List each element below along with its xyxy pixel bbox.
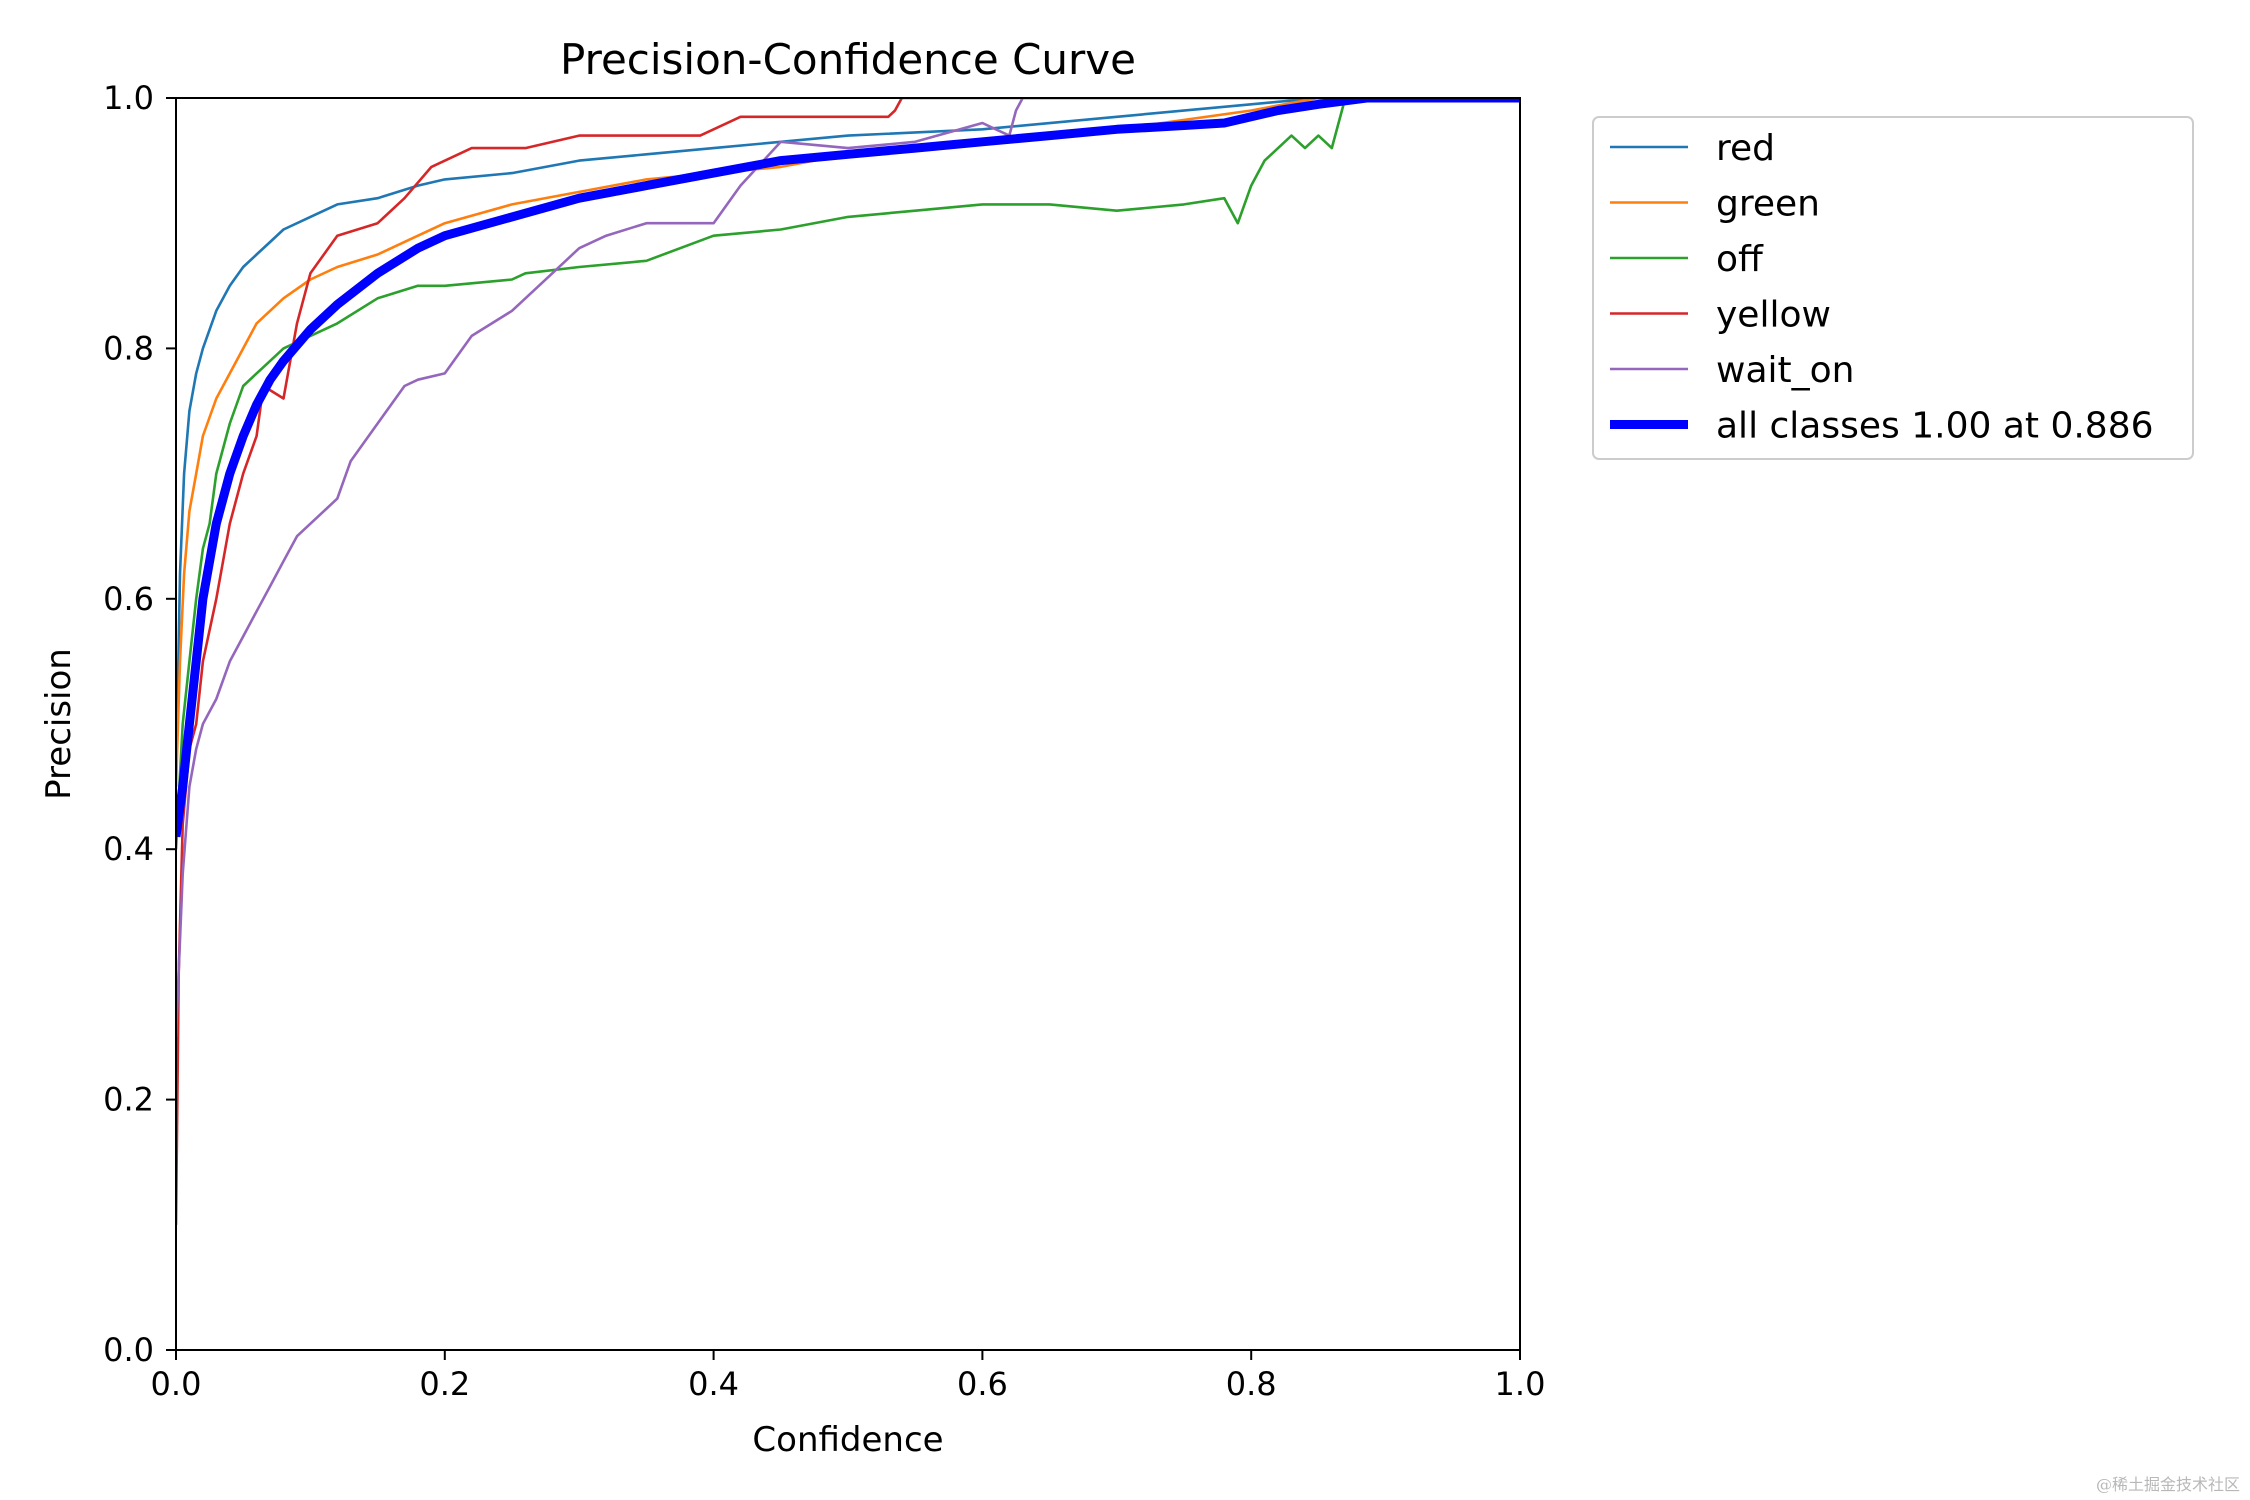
x-axis-title: Confidence [752,1420,943,1460]
y-tick-label-4: 0.8 [103,329,154,367]
legend-label-1: green [1716,184,1820,225]
legend-label-5: all classes 1.00 at 0.886 [1716,406,2154,447]
y-tick-label-0: 0.0 [103,1331,154,1369]
x-tick-label-5: 1.0 [1495,1365,1546,1403]
series-line-red [176,97,1520,787]
x-tick-label-3: 0.6 [957,1365,1008,1403]
legend-label-4: wait_on [1716,350,1854,391]
x-tick-label-1: 0.2 [419,1365,470,1403]
x-tick-label-0: 0.0 [151,1365,202,1403]
legend-frame [1592,116,2194,460]
y-tick-label-3: 0.6 [103,580,154,618]
series-layer [176,97,1520,1225]
y-axis-title: Precision [39,648,79,800]
legend-label-2: off [1716,239,1764,280]
plot-area-frame [175,97,1521,1351]
series-line-wait-on [176,97,1520,1038]
x-tick-label-2: 0.4 [688,1365,739,1403]
y-tick-label-1: 0.2 [103,1081,154,1119]
y-axis: 0.0 0.2 0.4 0.6 0.8 1.0 [103,79,176,1369]
series-line-off [176,97,1520,850]
chart-title: Precision-Confidence Curve [560,35,1136,84]
legend-label-0: red [1716,128,1775,169]
y-tick-label-2: 0.4 [103,830,154,868]
series-line-all-classes-1-00-at-0-886 [176,97,1520,838]
x-axis: 0.0 0.2 0.4 0.6 0.8 1.0 [151,1350,1546,1403]
watermark-text: @稀土掘金技术社区 [2096,1475,2240,1494]
series-line-yellow [176,97,1520,1225]
x-tick-label-4: 0.8 [1226,1365,1277,1403]
y-tick-label-5: 1.0 [103,79,154,117]
legend-label-3: yellow [1716,295,1831,336]
